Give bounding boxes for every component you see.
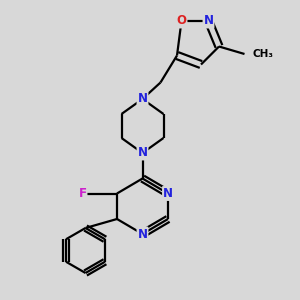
Text: CH₃: CH₃ — [253, 49, 274, 59]
Text: N: N — [137, 92, 148, 106]
Text: O: O — [176, 14, 187, 28]
Text: N: N — [203, 14, 214, 28]
Text: N: N — [137, 227, 148, 241]
Text: N: N — [163, 187, 173, 200]
Text: F: F — [79, 187, 86, 200]
Text: N: N — [137, 146, 148, 160]
